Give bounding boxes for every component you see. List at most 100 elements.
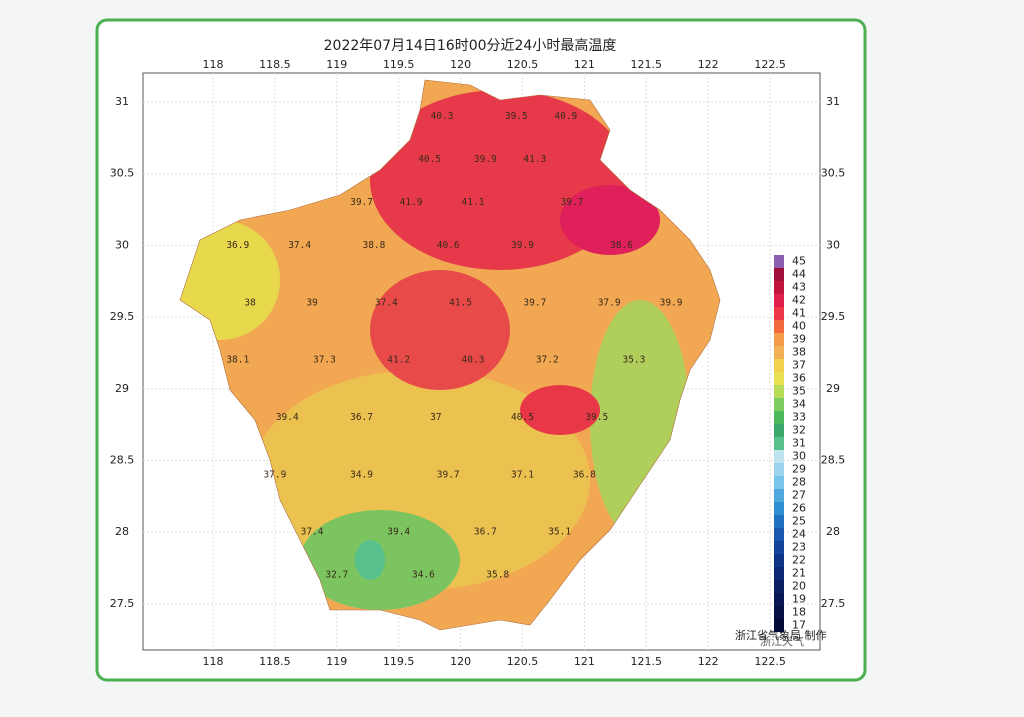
lon-label-top: 121.5 (631, 58, 663, 71)
temp-value: 39.5 (585, 412, 608, 423)
legend-label: 41 (792, 307, 806, 320)
legend-swatch (774, 333, 784, 346)
legend-label: 23 (792, 541, 806, 554)
lat-label-right: 29.5 (821, 310, 846, 323)
temp-value: 35.3 (622, 355, 645, 366)
temp-value: 39.9 (660, 297, 683, 308)
temp-value: 37.3 (313, 355, 336, 366)
lat-label-right: 28 (826, 525, 840, 538)
temp-value: 41.5 (449, 297, 472, 308)
legend-swatch (774, 372, 784, 385)
temp-value: 40.5 (418, 154, 441, 165)
legend-swatch (774, 307, 784, 320)
temp-value: 36.7 (350, 412, 373, 423)
lon-label-bottom: 119.5 (383, 655, 415, 668)
legend-label: 30 (792, 450, 806, 463)
lon-label-bottom: 119 (326, 655, 347, 668)
lon-label-bottom: 118 (203, 655, 224, 668)
temp-value: 38 (244, 297, 256, 308)
legend-label: 26 (792, 502, 806, 515)
temp-value: 40.3 (431, 111, 454, 122)
legend-swatch (774, 450, 784, 463)
lat-label-left: 29.5 (110, 310, 135, 323)
legend-label: 17 (792, 619, 806, 632)
temp-value: 38.8 (362, 240, 385, 251)
legend-label: 19 (792, 593, 806, 606)
temp-value: 39.9 (511, 240, 534, 251)
temp-value: 39.7 (561, 197, 584, 208)
lon-label-top: 119 (326, 58, 347, 71)
zone (370, 270, 510, 390)
legend-label: 21 (792, 567, 806, 580)
legend-swatch (774, 515, 784, 528)
zone (560, 185, 660, 255)
legend-label: 24 (792, 528, 806, 541)
temp-value: 37.4 (301, 527, 324, 538)
lat-label-right: 28.5 (821, 454, 846, 467)
legend-label: 27 (792, 489, 806, 502)
temp-value: 40.5 (511, 412, 534, 423)
temp-value: 38.1 (226, 355, 249, 366)
lat-label-left: 29 (115, 382, 129, 395)
legend-label: 28 (792, 476, 806, 489)
lon-label-top: 118 (203, 58, 224, 71)
temp-value: 36.7 (474, 527, 497, 538)
legend-label: 34 (792, 398, 806, 411)
temp-value: 39.5 (505, 111, 528, 122)
temp-value: 41.9 (400, 197, 423, 208)
legend-label: 43 (792, 281, 806, 294)
legend-swatch (774, 619, 784, 632)
lon-label-bottom: 122 (698, 655, 719, 668)
legend-label: 36 (792, 372, 806, 385)
lat-label-right: 27.5 (821, 597, 846, 610)
zone (520, 385, 600, 435)
temp-value: 37 (430, 412, 441, 423)
legend-label: 29 (792, 463, 806, 476)
legend-swatch (774, 567, 784, 580)
temp-value: 37.9 (598, 297, 621, 308)
watermark: 浙江天气 (760, 634, 804, 648)
temp-value: 36.8 (573, 469, 596, 480)
legend-label: 20 (792, 580, 806, 593)
legend-label: 33 (792, 411, 806, 424)
lat-label-left: 28.5 (110, 454, 135, 467)
lat-label-right: 30.5 (821, 167, 846, 180)
legend-label: 42 (792, 294, 806, 307)
legend-swatch (774, 541, 784, 554)
temp-value: 34.6 (412, 570, 435, 581)
legend-label: 35 (792, 385, 806, 398)
lon-label-top: 120 (450, 58, 471, 71)
lat-label-left: 28 (115, 525, 129, 538)
legend-swatch (774, 593, 784, 606)
legend-swatch (774, 255, 784, 268)
temp-value: 41.3 (523, 154, 546, 165)
lon-label-top: 120.5 (507, 58, 539, 71)
lon-label-top: 122.5 (754, 58, 786, 71)
temp-value: 35.1 (548, 527, 571, 538)
legend-swatch (774, 489, 784, 502)
legend-swatch (774, 554, 784, 567)
legend-swatch (774, 320, 784, 333)
legend-swatch (774, 294, 784, 307)
legend-label: 37 (792, 359, 806, 372)
zone (355, 540, 385, 580)
legend-swatch (774, 398, 784, 411)
temp-value: 37.9 (263, 469, 286, 480)
legend-swatch (774, 606, 784, 619)
lon-label-bottom: 120 (450, 655, 471, 668)
lon-label-bottom: 121.5 (631, 655, 663, 668)
temp-value: 34.9 (350, 469, 373, 480)
lon-label-bottom: 121 (574, 655, 595, 668)
legend-swatch (774, 580, 784, 593)
temp-value: 39.9 (474, 154, 497, 165)
legend-label: 44 (792, 268, 806, 281)
temp-value: 37.1 (511, 469, 534, 480)
legend-label: 40 (792, 320, 806, 333)
legend-swatch (774, 346, 784, 359)
temp-value: 39.4 (387, 527, 410, 538)
lon-label-bottom: 120.5 (507, 655, 539, 668)
legend-swatch (774, 268, 784, 281)
temp-value: 32.7 (325, 570, 348, 581)
temp-value: 37.2 (536, 355, 559, 366)
